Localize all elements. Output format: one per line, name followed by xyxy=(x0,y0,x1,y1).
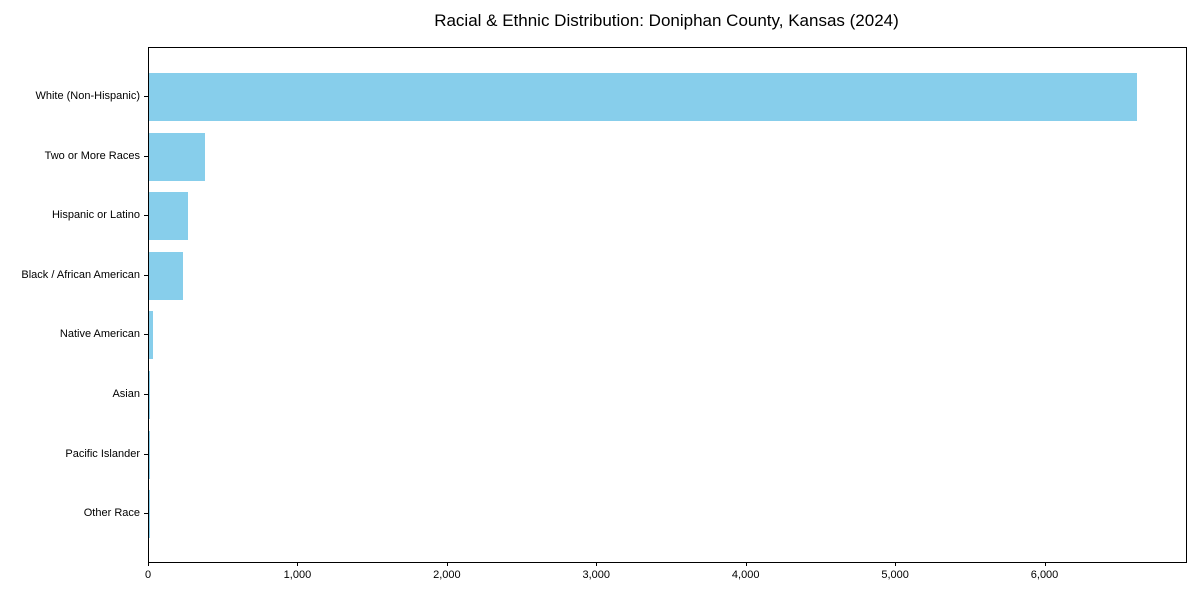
y-axis-tick xyxy=(144,334,148,336)
x-axis-tick-label: 0 xyxy=(144,569,152,581)
bar xyxy=(149,490,150,539)
y-axis-category-label: Two or More Races xyxy=(44,149,140,162)
bar xyxy=(149,430,150,479)
y-axis-tick xyxy=(144,155,148,157)
y-axis-tick xyxy=(144,96,148,97)
x-axis-tick xyxy=(446,562,448,566)
chart-title: Racial & Ethnic Distribution: Doniphan C… xyxy=(434,11,899,30)
x-axis-tick-label: 3,000 xyxy=(582,569,611,581)
bar xyxy=(149,192,188,241)
x-axis-tick xyxy=(148,562,149,566)
bar xyxy=(149,311,154,360)
bar xyxy=(149,251,183,300)
y-axis-tick xyxy=(144,453,148,455)
y-axis-tick xyxy=(144,394,148,395)
x-axis-tick xyxy=(596,562,598,566)
y-axis-category-label: White (Non-Hispanic) xyxy=(35,90,140,102)
x-axis-tick-label: 1,000 xyxy=(283,569,312,581)
x-axis-tick xyxy=(895,562,897,566)
y-axis-tick xyxy=(144,513,148,515)
plot-area xyxy=(148,47,1187,563)
bar xyxy=(149,371,151,419)
y-axis-tick xyxy=(144,215,148,217)
y-axis-category-label: Asian xyxy=(112,388,140,400)
x-axis-tick-label: 5,000 xyxy=(881,569,909,581)
x-axis-tick xyxy=(297,562,299,566)
x-axis-tick-label: 2,000 xyxy=(433,569,461,581)
y-axis-category-label: Black / African American xyxy=(21,268,140,281)
y-axis-category-label: Pacific Islander xyxy=(65,447,140,460)
x-axis-tick-label: 6,000 xyxy=(1030,569,1059,581)
bar xyxy=(149,73,1137,121)
x-axis-tick xyxy=(745,562,747,566)
bar xyxy=(149,132,206,181)
y-axis-category-label: Hispanic or Latino xyxy=(51,209,140,222)
x-axis-tick-label: 4,000 xyxy=(731,569,760,581)
y-axis-category-label: Other Race xyxy=(83,507,140,520)
y-axis-category-label: Native American xyxy=(59,328,140,341)
y-axis-tick xyxy=(144,274,148,276)
x-axis-tick xyxy=(1044,562,1046,566)
